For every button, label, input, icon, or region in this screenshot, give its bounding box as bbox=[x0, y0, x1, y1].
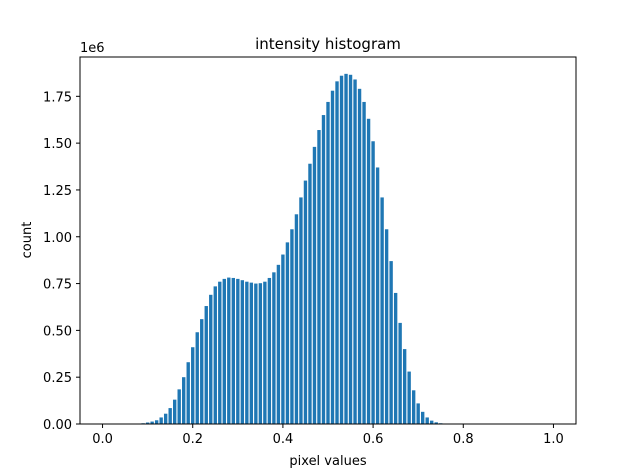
histogram-bar bbox=[154, 420, 159, 424]
histogram-bar bbox=[240, 280, 245, 424]
y-axis-label: count bbox=[20, 222, 35, 259]
histogram-bar bbox=[231, 277, 235, 424]
histogram-bar bbox=[145, 422, 150, 424]
histogram-bar bbox=[411, 390, 416, 424]
histogram-bar bbox=[186, 362, 190, 424]
histogram-bar bbox=[348, 74, 353, 424]
histogram-bar bbox=[236, 278, 240, 424]
histogram-bar bbox=[317, 130, 321, 424]
y-axis-offset-label: 1e6 bbox=[80, 41, 105, 56]
histogram-bar bbox=[375, 167, 380, 424]
histogram-bar bbox=[421, 411, 425, 424]
bars-group bbox=[136, 73, 452, 425]
x-tick-label: 0.0 bbox=[92, 432, 113, 447]
histogram-bar bbox=[195, 332, 199, 424]
histogram-bar bbox=[191, 347, 195, 424]
histogram-bar bbox=[213, 286, 217, 425]
y-tick-label: 1.25 bbox=[43, 184, 72, 199]
histogram-bar bbox=[159, 417, 163, 424]
histogram-bar bbox=[227, 277, 231, 424]
y-tick-label: 0.50 bbox=[43, 324, 72, 339]
histogram-bar bbox=[389, 261, 393, 424]
histogram-bar bbox=[204, 306, 208, 424]
y-tick-label: 1.50 bbox=[43, 137, 72, 152]
x-tick-label: 1.0 bbox=[543, 432, 564, 447]
plot-frame bbox=[79, 56, 577, 425]
histogram-bar bbox=[168, 408, 172, 424]
histogram-bar bbox=[303, 180, 308, 424]
histogram-bar bbox=[326, 101, 330, 424]
x-axis-label: pixel values bbox=[289, 454, 366, 469]
histogram-bar bbox=[308, 163, 312, 425]
x-tick-label: 0.4 bbox=[273, 432, 294, 447]
x-tick-label: 0.6 bbox=[363, 432, 384, 447]
histogram-bar bbox=[384, 229, 389, 424]
histogram-bar bbox=[335, 81, 339, 424]
histogram-bar bbox=[245, 281, 249, 424]
histogram-bar bbox=[267, 277, 272, 424]
histogram-bar bbox=[425, 417, 429, 424]
histogram-bar bbox=[357, 88, 362, 424]
histogram-bar bbox=[182, 377, 186, 424]
histogram-bar bbox=[249, 282, 254, 424]
y-axis-ticks: 0.00 0.25 0.50 0.75 1.00 1.25 1.50 1.75 bbox=[43, 90, 80, 433]
histogram-bar bbox=[402, 349, 407, 424]
histogram-bar bbox=[330, 90, 335, 424]
y-tick-label: 1.75 bbox=[43, 90, 72, 105]
histogram-bar bbox=[344, 73, 348, 424]
histogram-bar bbox=[416, 403, 420, 424]
histogram-bar bbox=[150, 421, 154, 424]
histogram-bar bbox=[321, 115, 326, 425]
histogram-bar bbox=[407, 371, 411, 424]
histogram-bar bbox=[276, 264, 281, 424]
x-tick-label: 0.8 bbox=[453, 432, 474, 447]
y-tick-label: 0.25 bbox=[43, 371, 72, 386]
x-axis-ticks: 0.0 0.2 0.4 0.6 0.8 1.0 bbox=[92, 424, 564, 447]
histogram-bar bbox=[362, 101, 366, 424]
histogram-bar bbox=[398, 322, 402, 424]
histogram-bar bbox=[222, 278, 226, 424]
histogram-bar bbox=[393, 292, 398, 424]
histogram-bar bbox=[254, 283, 258, 424]
histogram-bar bbox=[281, 254, 285, 424]
x-tick-label: 0.2 bbox=[182, 432, 203, 447]
histogram-bar bbox=[163, 413, 168, 424]
histogram-bar bbox=[366, 118, 371, 424]
histogram-bar bbox=[200, 319, 204, 424]
histogram-bar bbox=[177, 389, 181, 424]
chart-title: intensity histogram bbox=[255, 35, 401, 53]
histogram-bar bbox=[380, 197, 384, 424]
histogram-bar bbox=[434, 422, 438, 424]
histogram-bar bbox=[339, 75, 344, 424]
histogram-bar bbox=[258, 283, 263, 424]
y-tick-label: 1.00 bbox=[43, 231, 72, 246]
histogram-bar bbox=[312, 146, 317, 424]
y-tick-label: 0.00 bbox=[43, 418, 72, 433]
histogram-bar bbox=[353, 79, 357, 424]
histogram-bar bbox=[272, 272, 276, 424]
histogram-bar bbox=[290, 229, 294, 424]
histogram-bar bbox=[299, 197, 303, 424]
histogram-bar bbox=[430, 420, 434, 424]
histogram-bar bbox=[285, 242, 290, 424]
histogram-bar bbox=[371, 141, 375, 424]
y-tick-label: 0.75 bbox=[43, 278, 72, 293]
histogram-bar bbox=[209, 294, 213, 424]
histogram-bar bbox=[263, 281, 267, 424]
histogram-bar bbox=[173, 399, 177, 424]
histogram-bar bbox=[218, 281, 222, 424]
histogram-bar bbox=[294, 214, 299, 424]
